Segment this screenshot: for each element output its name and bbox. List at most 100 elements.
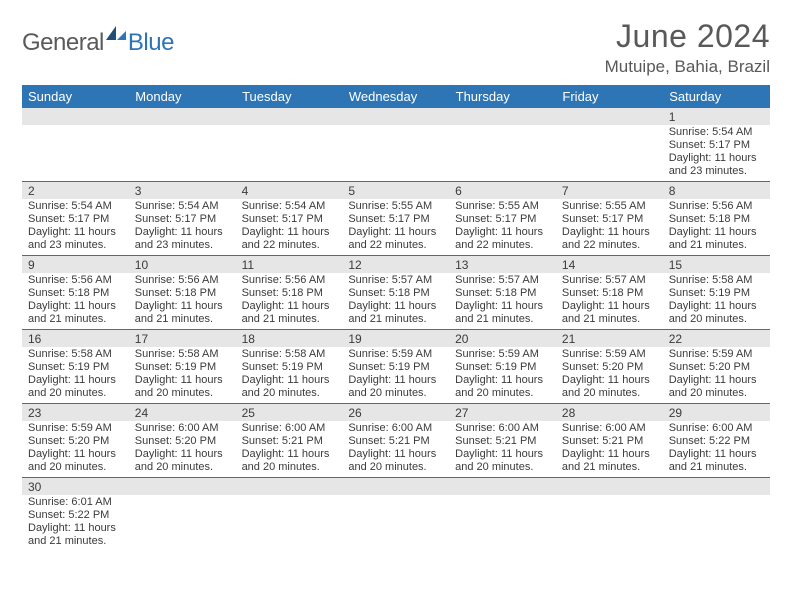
day-number-cell: 5	[342, 182, 449, 200]
day-content-cell: Sunrise: 6:01 AMSunset: 5:22 PMDaylight:…	[22, 495, 129, 551]
sunset-line: Sunset: 5:17 PM	[242, 213, 337, 226]
sunset-line: Sunset: 5:18 PM	[135, 287, 230, 300]
day-number-cell: 3	[129, 182, 236, 200]
sunset-line: Sunset: 5:19 PM	[455, 361, 550, 374]
weekday-header: Monday	[129, 85, 236, 108]
sunset-line: Sunset: 5:19 PM	[28, 361, 123, 374]
daylight-line: Daylight: 11 hours and 20 minutes.	[348, 374, 443, 400]
day-number-cell: 16	[22, 330, 129, 348]
day-number-cell	[129, 478, 236, 496]
sunrise-line: Sunrise: 5:58 AM	[135, 348, 230, 361]
sunset-line: Sunset: 5:21 PM	[455, 435, 550, 448]
sunset-line: Sunset: 5:17 PM	[669, 139, 764, 152]
daylight-line: Daylight: 11 hours and 20 minutes.	[242, 448, 337, 474]
day-number-cell	[556, 108, 663, 125]
day-number-cell	[663, 478, 770, 496]
day-content-cell: Sunrise: 5:54 AMSunset: 5:17 PMDaylight:…	[236, 199, 343, 256]
sunset-line: Sunset: 5:18 PM	[242, 287, 337, 300]
day-number-cell: 19	[342, 330, 449, 348]
sunrise-line: Sunrise: 6:00 AM	[135, 422, 230, 435]
sunrise-line: Sunrise: 5:55 AM	[348, 200, 443, 213]
daylight-line: Daylight: 11 hours and 22 minutes.	[562, 226, 657, 252]
day-content-cell: Sunrise: 6:00 AMSunset: 5:21 PMDaylight:…	[556, 421, 663, 478]
day-content-row: Sunrise: 5:54 AMSunset: 5:17 PMDaylight:…	[22, 125, 770, 182]
sunset-line: Sunset: 5:17 PM	[135, 213, 230, 226]
daylight-line: Daylight: 11 hours and 22 minutes.	[242, 226, 337, 252]
day-content-cell: Sunrise: 5:54 AMSunset: 5:17 PMDaylight:…	[22, 199, 129, 256]
sunset-line: Sunset: 5:20 PM	[669, 361, 764, 374]
day-number-cell: 28	[556, 404, 663, 422]
day-content-cell	[129, 495, 236, 551]
day-content-cell: Sunrise: 5:58 AMSunset: 5:19 PMDaylight:…	[22, 347, 129, 404]
sunrise-line: Sunrise: 6:00 AM	[455, 422, 550, 435]
sunrise-line: Sunrise: 5:57 AM	[348, 274, 443, 287]
location: Mutuipe, Bahia, Brazil	[605, 57, 770, 77]
sunrise-line: Sunrise: 5:55 AM	[455, 200, 550, 213]
sunset-line: Sunset: 5:18 PM	[562, 287, 657, 300]
sunrise-line: Sunrise: 5:54 AM	[135, 200, 230, 213]
day-content-cell	[129, 125, 236, 182]
sunrise-line: Sunrise: 6:00 AM	[348, 422, 443, 435]
weekday-header: Sunday	[22, 85, 129, 108]
sunset-line: Sunset: 5:17 PM	[28, 213, 123, 226]
weekday-header: Friday	[556, 85, 663, 108]
day-number-cell	[449, 108, 556, 125]
sunset-line: Sunset: 5:19 PM	[669, 287, 764, 300]
sunset-line: Sunset: 5:20 PM	[28, 435, 123, 448]
sunrise-line: Sunrise: 5:57 AM	[455, 274, 550, 287]
day-content-cell: Sunrise: 5:59 AMSunset: 5:20 PMDaylight:…	[22, 421, 129, 478]
day-number-cell: 23	[22, 404, 129, 422]
day-content-cell	[22, 125, 129, 182]
day-number-cell: 24	[129, 404, 236, 422]
day-content-cell: Sunrise: 5:59 AMSunset: 5:19 PMDaylight:…	[342, 347, 449, 404]
calendar-body: 1 Sunrise: 5:54 AMSunset: 5:17 PMDayligh…	[22, 108, 770, 551]
sunrise-line: Sunrise: 5:56 AM	[669, 200, 764, 213]
sunrise-line: Sunrise: 5:56 AM	[28, 274, 123, 287]
sunset-line: Sunset: 5:18 PM	[28, 287, 123, 300]
day-content-cell: Sunrise: 5:55 AMSunset: 5:17 PMDaylight:…	[342, 199, 449, 256]
day-content-cell	[342, 495, 449, 551]
day-number-row: 2345678	[22, 182, 770, 200]
day-number-cell	[129, 108, 236, 125]
day-content-row: Sunrise: 5:54 AMSunset: 5:17 PMDaylight:…	[22, 199, 770, 256]
sunset-line: Sunset: 5:18 PM	[455, 287, 550, 300]
daylight-line: Daylight: 11 hours and 20 minutes.	[28, 374, 123, 400]
daylight-line: Daylight: 11 hours and 21 minutes.	[669, 226, 764, 252]
day-content-cell: Sunrise: 5:56 AMSunset: 5:18 PMDaylight:…	[663, 199, 770, 256]
daylight-line: Daylight: 11 hours and 20 minutes.	[669, 374, 764, 400]
daylight-line: Daylight: 11 hours and 20 minutes.	[28, 448, 123, 474]
day-number-cell: 22	[663, 330, 770, 348]
day-content-row: Sunrise: 5:59 AMSunset: 5:20 PMDaylight:…	[22, 421, 770, 478]
day-content-cell: Sunrise: 6:00 AMSunset: 5:22 PMDaylight:…	[663, 421, 770, 478]
sunset-line: Sunset: 5:22 PM	[669, 435, 764, 448]
day-number-cell	[342, 478, 449, 496]
day-number-cell: 8	[663, 182, 770, 200]
day-content-cell	[236, 125, 343, 182]
sunrise-line: Sunrise: 5:58 AM	[28, 348, 123, 361]
sunrise-line: Sunrise: 6:01 AM	[28, 496, 123, 509]
calendar-table: SundayMondayTuesdayWednesdayThursdayFrid…	[22, 85, 770, 551]
weekday-header: Saturday	[663, 85, 770, 108]
day-number-cell	[342, 108, 449, 125]
day-number-row: 23242526272829	[22, 404, 770, 422]
day-content-cell: Sunrise: 5:57 AMSunset: 5:18 PMDaylight:…	[342, 273, 449, 330]
daylight-line: Daylight: 11 hours and 21 minutes.	[135, 300, 230, 326]
day-content-row: Sunrise: 5:58 AMSunset: 5:19 PMDaylight:…	[22, 347, 770, 404]
sunset-line: Sunset: 5:20 PM	[562, 361, 657, 374]
daylight-line: Daylight: 11 hours and 21 minutes.	[562, 448, 657, 474]
day-number-cell: 29	[663, 404, 770, 422]
day-content-cell: Sunrise: 5:57 AMSunset: 5:18 PMDaylight:…	[556, 273, 663, 330]
day-content-cell: Sunrise: 6:00 AMSunset: 5:21 PMDaylight:…	[342, 421, 449, 478]
month-title: June 2024	[605, 18, 770, 55]
day-number-cell: 17	[129, 330, 236, 348]
day-content-cell	[449, 125, 556, 182]
daylight-line: Daylight: 11 hours and 22 minutes.	[348, 226, 443, 252]
daylight-line: Daylight: 11 hours and 22 minutes.	[455, 226, 550, 252]
sunrise-line: Sunrise: 5:55 AM	[562, 200, 657, 213]
sunrise-line: Sunrise: 5:54 AM	[242, 200, 337, 213]
logo-text-blue: Blue	[128, 29, 174, 57]
daylight-line: Daylight: 11 hours and 21 minutes.	[562, 300, 657, 326]
day-number-cell: 25	[236, 404, 343, 422]
day-content-row: Sunrise: 6:01 AMSunset: 5:22 PMDaylight:…	[22, 495, 770, 551]
sunset-line: Sunset: 5:19 PM	[348, 361, 443, 374]
